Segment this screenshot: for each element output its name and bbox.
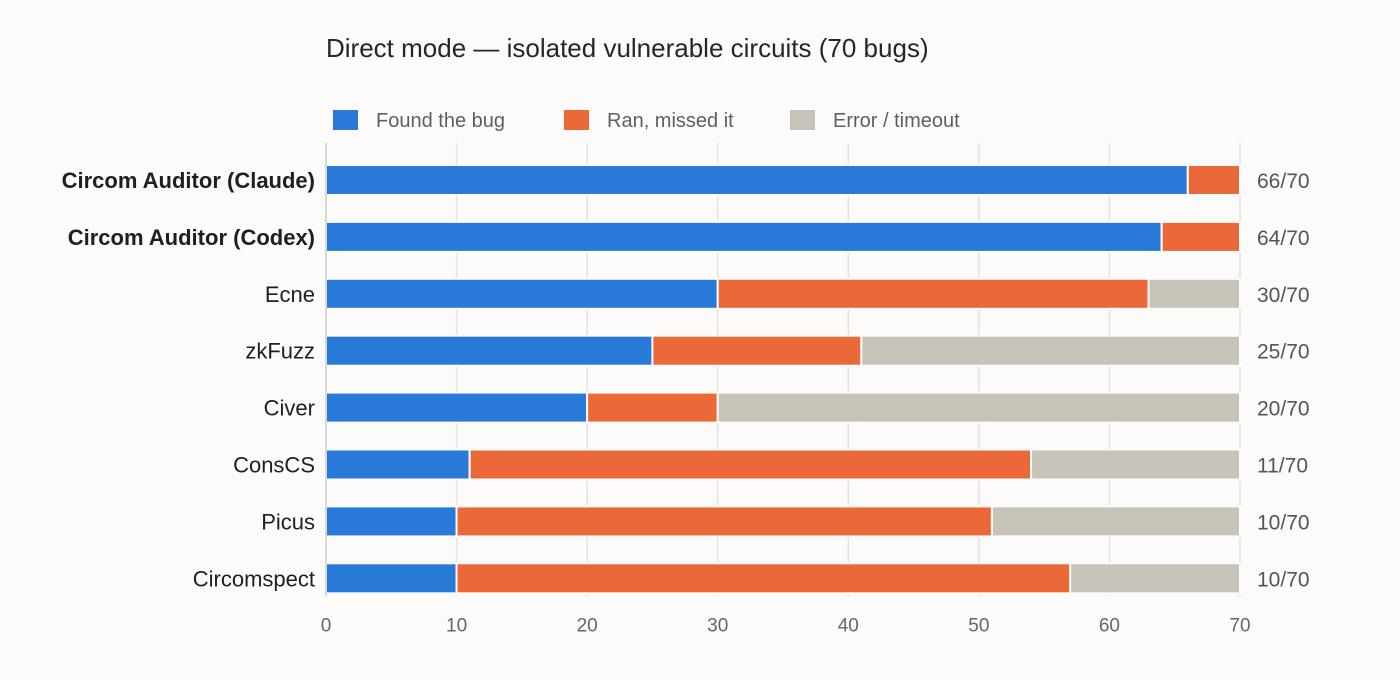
category-label-circomspect: Circomspect xyxy=(193,566,315,591)
bar-circom-auditor-codex-found-the-bug xyxy=(325,220,1163,253)
legend-item-found-the-bug: Found the bug xyxy=(333,110,505,132)
x-tick-label-50: 50 xyxy=(968,615,989,636)
bar-circomspect-error-timeout xyxy=(1069,562,1242,595)
bar-circom-auditor-claude-ran-missed-it xyxy=(1186,164,1242,196)
bar-zkfuzz-ran-missed-it xyxy=(651,334,863,367)
category-label-zkfuzz: zkFuzz xyxy=(245,339,315,364)
category-labels: Circom Auditor (Claude) Circom Auditor (C… xyxy=(62,168,315,591)
x-tick-label-60: 60 xyxy=(1099,615,1120,636)
bar-circom-auditor-codex-ran-missed-it xyxy=(1160,220,1241,253)
bar-zkfuzz-found-the-bug xyxy=(325,334,654,367)
gridlines xyxy=(455,143,1241,597)
legend-swatch-found-the-bug xyxy=(333,110,358,130)
bar-circom-auditor-claude-found-the-bug xyxy=(325,164,1189,196)
bar-conscs-error-timeout xyxy=(1030,448,1241,481)
bar-civer-error-timeout xyxy=(716,391,1241,424)
bar-picus-ran-missed-it xyxy=(455,505,993,538)
total-label-circom-auditor-claude: 66/70 xyxy=(1257,170,1310,193)
bar-picus-error-timeout xyxy=(990,505,1242,538)
bar-conscs-ran-missed-it xyxy=(468,448,1033,481)
bars xyxy=(325,164,1242,595)
bar-picus-found-the-bug xyxy=(325,505,458,538)
x-tick-label-70: 70 xyxy=(1229,615,1250,636)
category-label-conscs: ConsCS xyxy=(233,453,315,478)
legend-item-ran-missed-it: Ran, missed it xyxy=(564,110,734,132)
bar-ecne-found-the-bug xyxy=(325,277,719,310)
bar-zkfuzz-error-timeout xyxy=(860,334,1241,367)
category-label-ecne: Ecne xyxy=(265,282,315,307)
bar-ecne-error-timeout xyxy=(1147,277,1241,310)
legend-swatch-ran-missed-it xyxy=(564,110,589,130)
legend-label-found-the-bug: Found the bug xyxy=(376,110,505,132)
legend-label-ran-missed-it: Ran, missed it xyxy=(607,110,734,132)
x-axis: 0 10 20 30 40 50 60 70 xyxy=(321,143,1251,636)
category-label-civer: Civer xyxy=(264,396,315,421)
legend: Found the bug Ran, missed it Error / timeo… xyxy=(333,110,960,132)
x-tick-label-40: 40 xyxy=(838,615,859,636)
category-label-circom-auditor-codex: Circom Auditor (Codex) xyxy=(68,225,315,250)
bar-circomspect-ran-missed-it xyxy=(455,562,1072,595)
total-label-zkfuzz: 25/70 xyxy=(1257,341,1310,364)
total-label-picus: 10/70 xyxy=(1257,511,1310,534)
total-label-ecne: 30/70 xyxy=(1257,284,1310,307)
legend-label-error-timeout: Error / timeout xyxy=(833,110,960,132)
total-label-circomspect: 10/70 xyxy=(1257,568,1310,591)
chart-title: Direct mode — isolated vulnerable circui… xyxy=(326,33,929,63)
category-label-picus: Picus xyxy=(261,509,315,534)
x-tick-label-0: 0 xyxy=(321,615,332,636)
bar-conscs-found-the-bug xyxy=(325,448,471,481)
bar-civer-ran-missed-it xyxy=(586,391,719,424)
legend-item-error-timeout: Error / timeout xyxy=(790,110,960,132)
total-labels: 66/70 64/70 30/70 25/70 20/70 11/70 10/70 10/70 xyxy=(1257,170,1310,591)
category-label-circom-auditor-claude: Circom Auditor (Claude) xyxy=(62,168,315,193)
bar-civer-found-the-bug xyxy=(325,391,589,424)
total-label-civer: 20/70 xyxy=(1257,398,1310,421)
x-tick-label-20: 20 xyxy=(577,615,598,636)
bar-ecne-ran-missed-it xyxy=(716,277,1150,310)
x-tick-label-10: 10 xyxy=(446,615,467,636)
legend-swatch-error-timeout xyxy=(790,110,815,130)
total-label-circom-auditor-codex: 64/70 xyxy=(1257,227,1310,250)
x-tick-label-30: 30 xyxy=(707,615,728,636)
total-label-conscs: 11/70 xyxy=(1257,455,1308,478)
bar-circomspect-found-the-bug xyxy=(325,562,458,595)
